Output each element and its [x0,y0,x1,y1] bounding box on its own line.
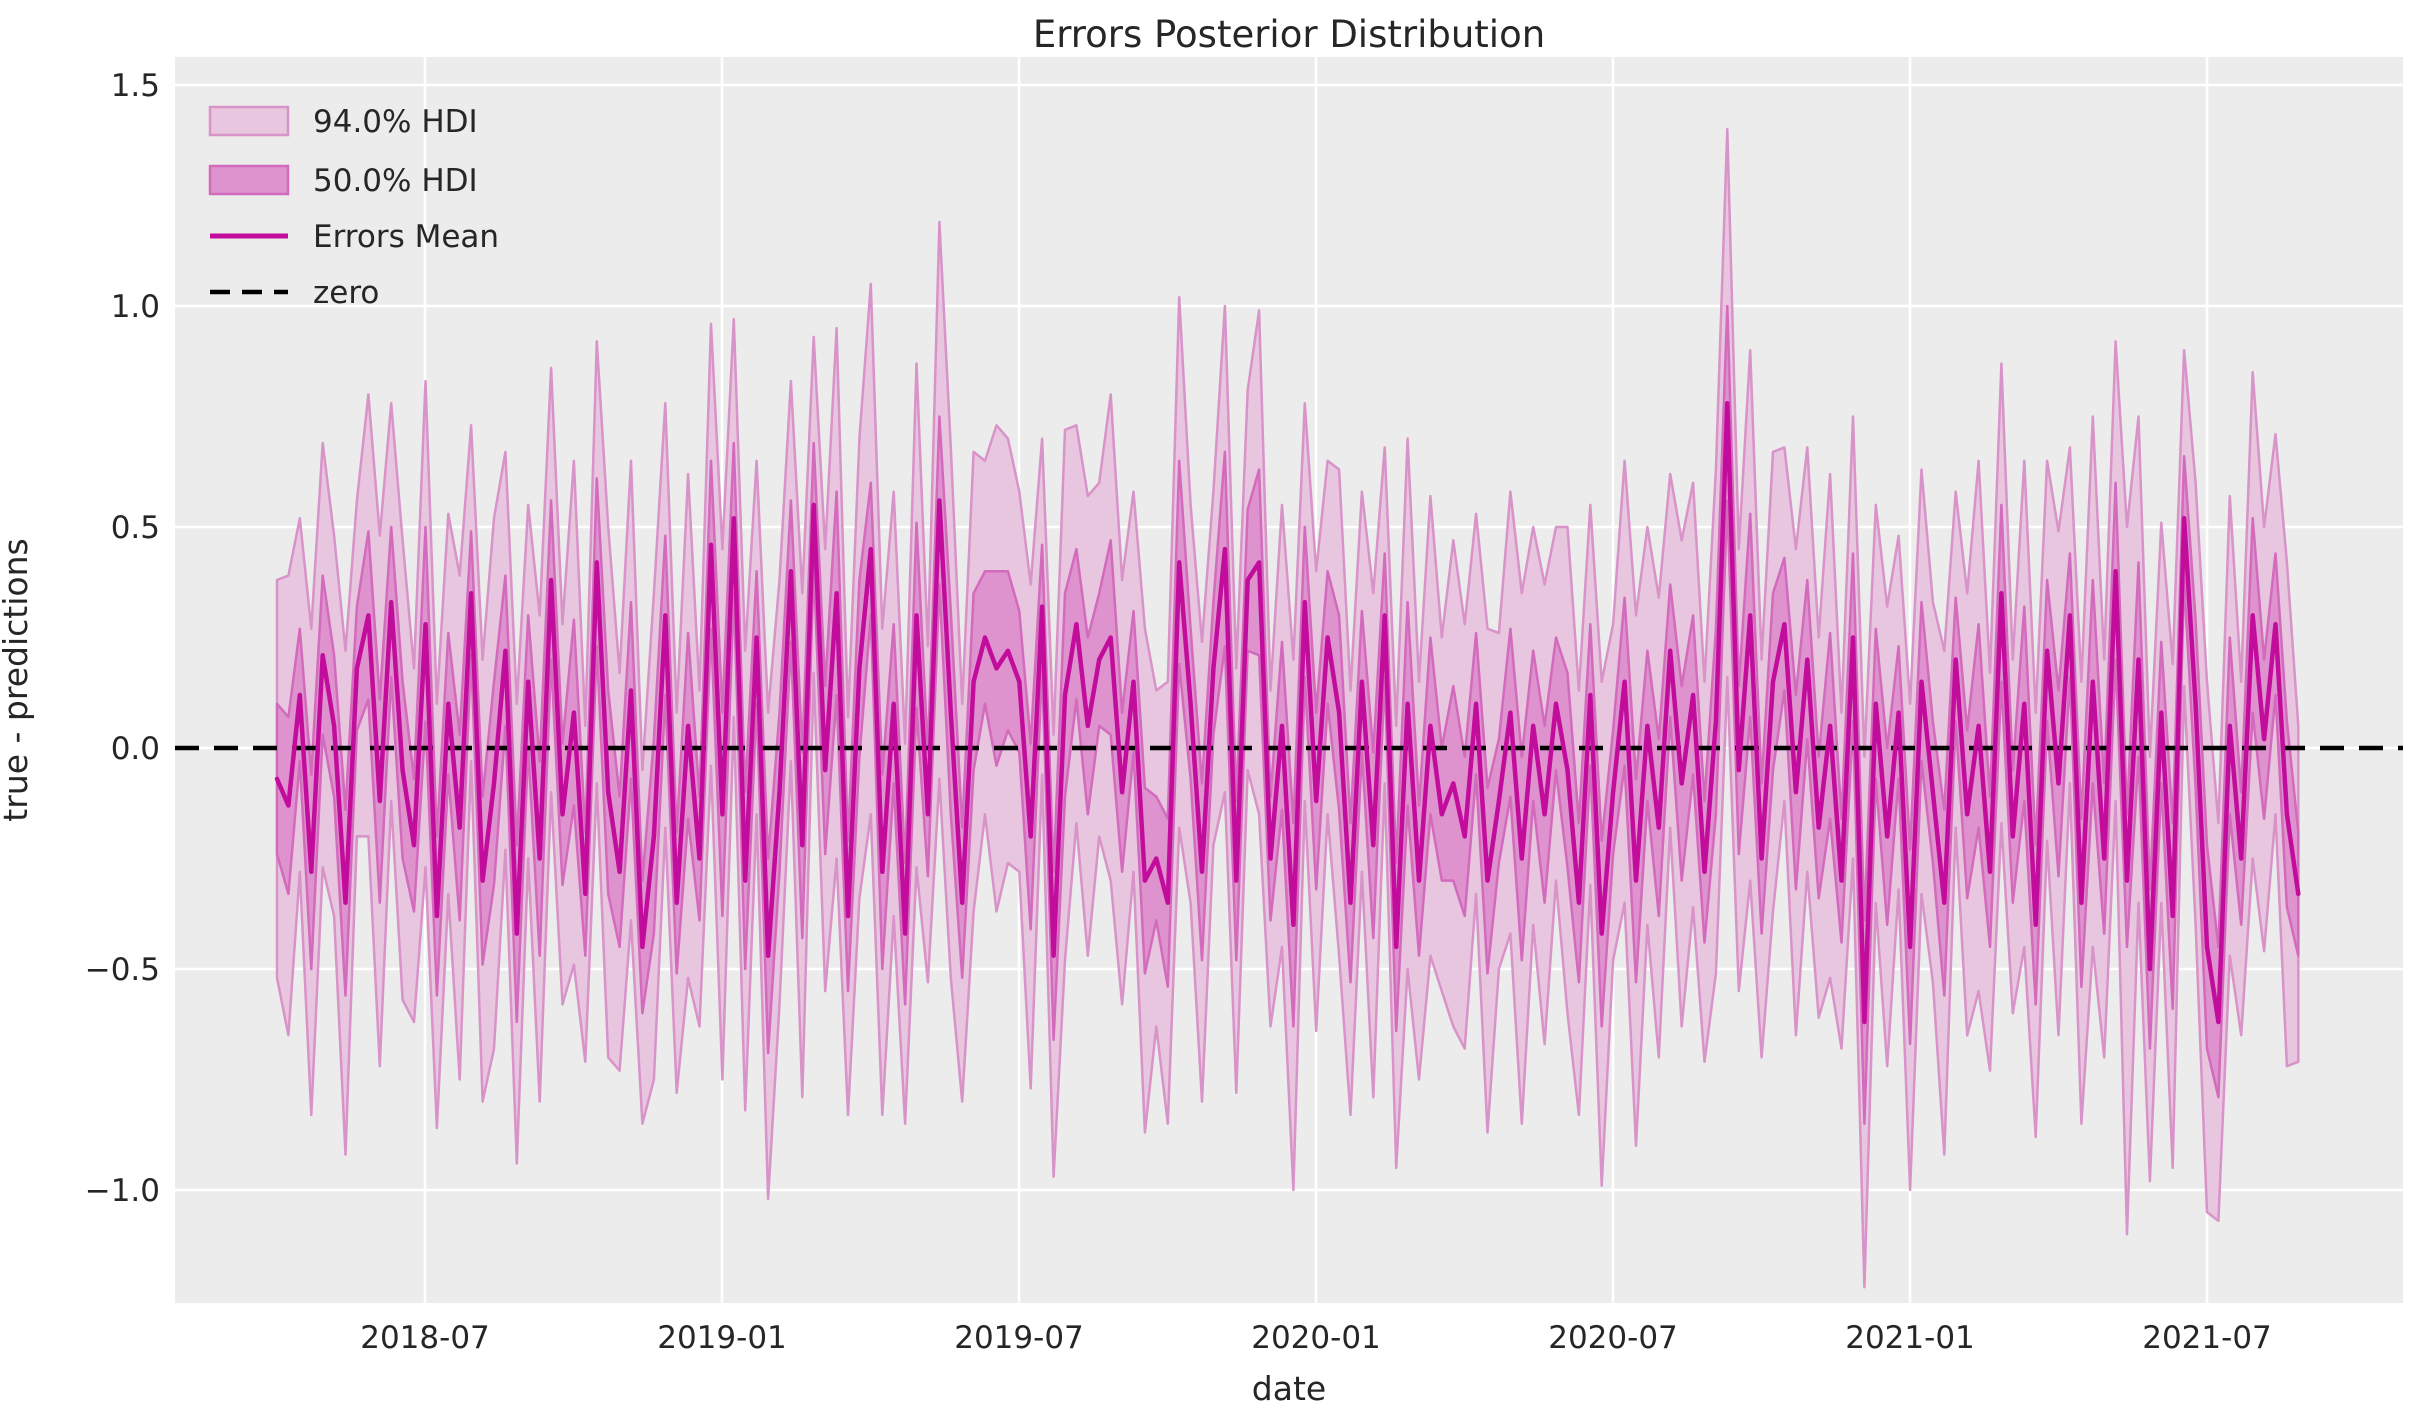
y-tick-labels: 1.5 1.0 0.5 0.0 −0.5 −1.0 [85,68,160,1209]
x-tick-2019-01: 2019-01 [657,1320,787,1356]
legend-label-50-hdi: 50.0% HDI [313,163,478,199]
chart-title: Errors Posterior Distribution [1033,13,1545,56]
y-tick-0.5: 0.5 [111,510,160,546]
x-tick-2020-07: 2020-07 [1548,1320,1678,1356]
x-tick-2021-07: 2021-07 [2142,1320,2272,1356]
legend-label-94-hdi: 94.0% HDI [313,104,478,140]
legend-label-errors-mean: Errors Mean [313,219,499,255]
x-tick-2021-01: 2021-01 [1845,1320,1975,1356]
y-tick-1.5: 1.5 [111,68,160,104]
series-layer [175,127,2403,1289]
y-tick-0.0: 0.0 [111,731,160,767]
x-axis-label: date [1252,1369,1326,1408]
x-tick-2019-07: 2019-07 [954,1320,1084,1356]
legend: 94.0% HDI 50.0% HDI Errors Mean zero [208,104,499,311]
x-tick-2020-01: 2020-01 [1251,1320,1381,1356]
x-tick-2018-07: 2018-07 [360,1320,490,1356]
y-tick-neg0.5: −0.5 [85,952,160,988]
errors-mean-line [274,400,2301,1025]
y-axis-label: true - predictions [0,538,35,821]
y-tick-1.0: 1.0 [111,289,160,325]
x-tick-labels: 2018-07 2019-01 2019-07 2020-01 2020-07 … [360,1320,2272,1356]
hdi-50-band [275,304,2300,1125]
legend-swatch-94-hdi [208,105,290,137]
legend-swatch-50-hdi [208,164,290,196]
hdi-94-band [275,127,2300,1289]
legend-label-zero: zero [313,275,379,311]
y-tick-neg1.0: −1.0 [85,1173,160,1209]
